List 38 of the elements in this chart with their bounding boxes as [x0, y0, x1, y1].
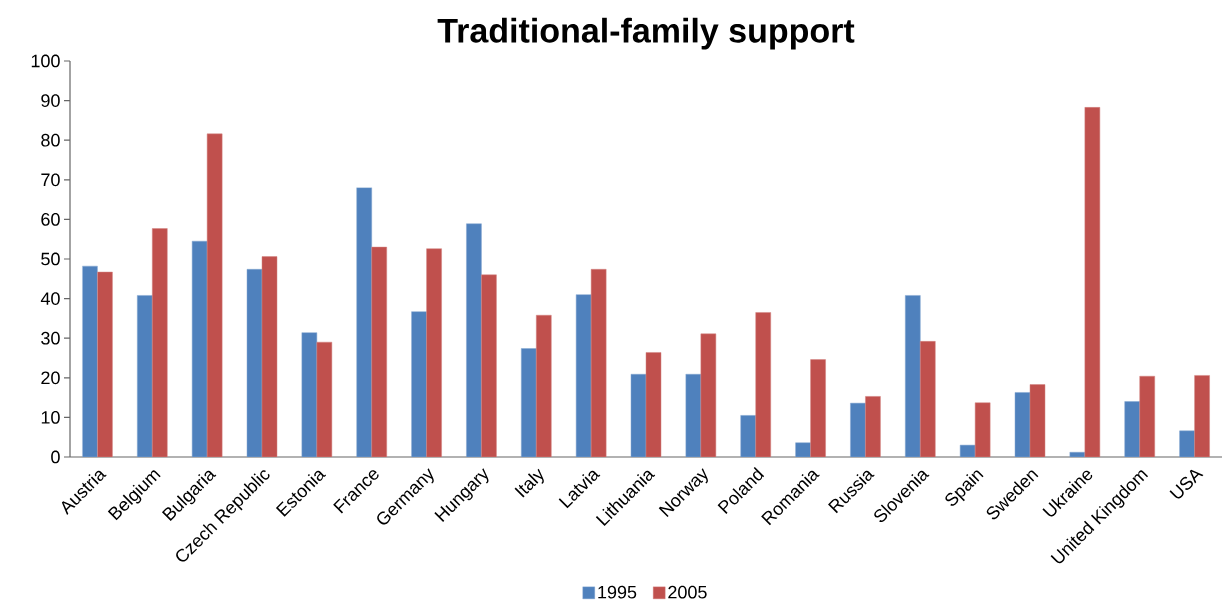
bar	[536, 314, 552, 457]
bar	[755, 312, 771, 457]
y-tick-label: 90	[41, 94, 60, 107]
legend-label: 1995	[598, 585, 637, 599]
bar	[1124, 401, 1140, 457]
bar	[920, 341, 936, 457]
bar	[905, 295, 921, 457]
bar	[810, 359, 826, 457]
bar	[82, 265, 98, 457]
bar	[865, 396, 881, 457]
bar	[371, 246, 387, 457]
bar	[1194, 375, 1210, 457]
bar	[1139, 375, 1155, 457]
bar	[137, 295, 153, 457]
x-tick-label: Italy	[514, 468, 544, 498]
bar	[481, 274, 497, 457]
y-tick-label: 80	[41, 133, 60, 147]
chart-title: Traditional-family support	[437, 17, 855, 50]
x-tick-label: USA	[1169, 469, 1204, 499]
y-tick-label: 10	[41, 411, 60, 424]
bar	[850, 402, 866, 457]
bar	[97, 271, 113, 457]
bar	[426, 248, 442, 457]
bar	[411, 311, 427, 457]
legend-label: 2005	[668, 585, 707, 599]
y-tick-label: 0	[51, 450, 60, 464]
bar	[740, 415, 756, 457]
y-tick-label: 100	[31, 54, 60, 68]
y-tick-label: 20	[41, 371, 60, 385]
y-tick-label: 40	[40, 292, 60, 305]
bar	[521, 348, 537, 457]
y-tick-label: 70	[41, 173, 60, 187]
bar	[152, 228, 168, 457]
y-tick-label: 60	[41, 213, 60, 226]
bar	[356, 187, 372, 457]
y-tick-label: 50	[41, 252, 60, 266]
bar	[466, 223, 482, 457]
y-tick-label: 30	[41, 331, 60, 345]
